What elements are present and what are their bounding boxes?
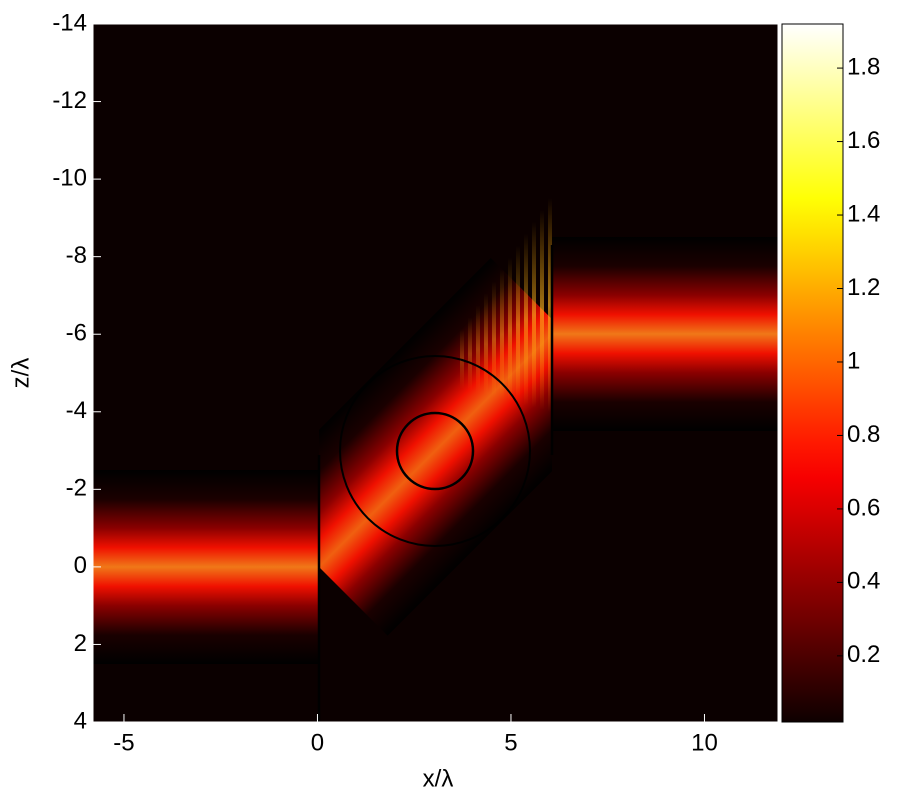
x-tick-label: 10: [691, 729, 718, 756]
field: [93, 24, 778, 722]
output-beam: [552, 237, 778, 431]
y-axis-label: z/λ: [7, 358, 34, 389]
fringe: [524, 233, 528, 406]
y-tick-label: -10: [52, 164, 87, 191]
inner-circle: [395, 411, 475, 491]
y-tick-label: 0: [74, 552, 87, 579]
colorbar: [781, 23, 844, 723]
colorbar-tick-label: 0.8: [847, 421, 880, 448]
colorbar-tick-label: 0.4: [847, 568, 880, 595]
outer-circle: [339, 355, 531, 547]
fringe: [532, 221, 536, 408]
colorbar-tick-label: 0.2: [847, 641, 880, 668]
x-tick-label: -5: [113, 729, 134, 756]
y-tick-label: -4: [66, 397, 87, 424]
colorbar-tick-label: 1.6: [847, 127, 880, 154]
inner-beam: [319, 198, 552, 636]
fringe: [492, 281, 496, 398]
y-tick-label: -6: [66, 320, 87, 347]
x-axis-label: x/λ: [423, 765, 454, 792]
x-tick-label: 5: [504, 729, 517, 756]
colorbar-tick-label: 1: [847, 347, 860, 374]
colorbar-tick-label: 1.8: [847, 53, 880, 80]
y-tick-label: -8: [66, 242, 87, 269]
x-tick-label: 0: [311, 729, 324, 756]
colorbar-tick-label: 1.4: [847, 200, 880, 227]
fringe: [468, 317, 472, 392]
fringe: [476, 305, 480, 394]
plot-frame: [92, 23, 779, 723]
y-tick-label: -14: [52, 9, 87, 36]
fringe: [500, 269, 504, 400]
fringe: [508, 257, 512, 402]
colorbar-tick-label: 0.6: [847, 494, 880, 521]
colorbar-tick-label: 1.2: [847, 274, 880, 301]
fringe: [516, 245, 520, 404]
y-tick-label: -2: [66, 475, 87, 502]
y-tick-label: 2: [74, 630, 87, 657]
y-tick-label: 4: [74, 707, 87, 734]
y-tick-label: -12: [52, 87, 87, 114]
incident-beam: [93, 470, 319, 664]
fringe: [540, 210, 544, 410]
fringe: [548, 198, 552, 413]
fringe: [484, 293, 488, 396]
